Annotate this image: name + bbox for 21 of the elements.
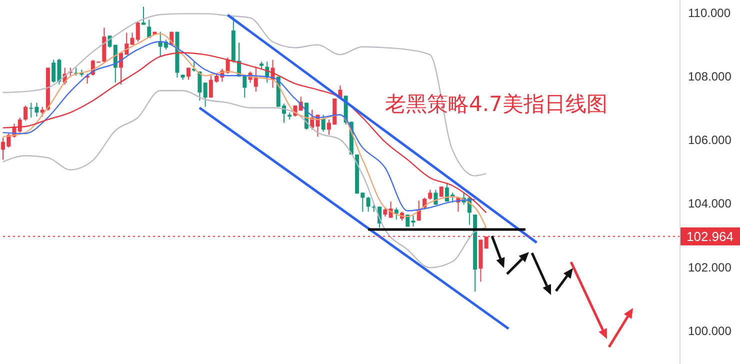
y-tick-label: 100.000 xyxy=(688,324,732,338)
candlestick xyxy=(40,106,44,118)
candlestick xyxy=(321,114,326,132)
candlestick xyxy=(439,186,444,198)
y-tick-label: 102.000 xyxy=(688,260,732,274)
candlestick xyxy=(147,19,152,38)
ref-line-label: 102.964 xyxy=(686,228,734,244)
candlestick xyxy=(203,82,208,108)
y-tick-label: 106.000 xyxy=(688,133,732,148)
y-tick-label: 104.000 xyxy=(688,196,732,211)
text: 老黑策略4.7美指日线图 xyxy=(385,91,608,118)
candlestick xyxy=(186,67,190,80)
y-tick-label: 108.000 xyxy=(688,70,732,84)
candlestick xyxy=(23,105,28,122)
candlestick xyxy=(18,117,22,134)
candlestick xyxy=(198,71,202,102)
candlestick xyxy=(366,196,370,212)
candlestick xyxy=(394,207,398,220)
candlestick xyxy=(141,6,146,26)
candlestick xyxy=(428,189,432,200)
y-tick-label: 110.000 xyxy=(688,6,731,20)
